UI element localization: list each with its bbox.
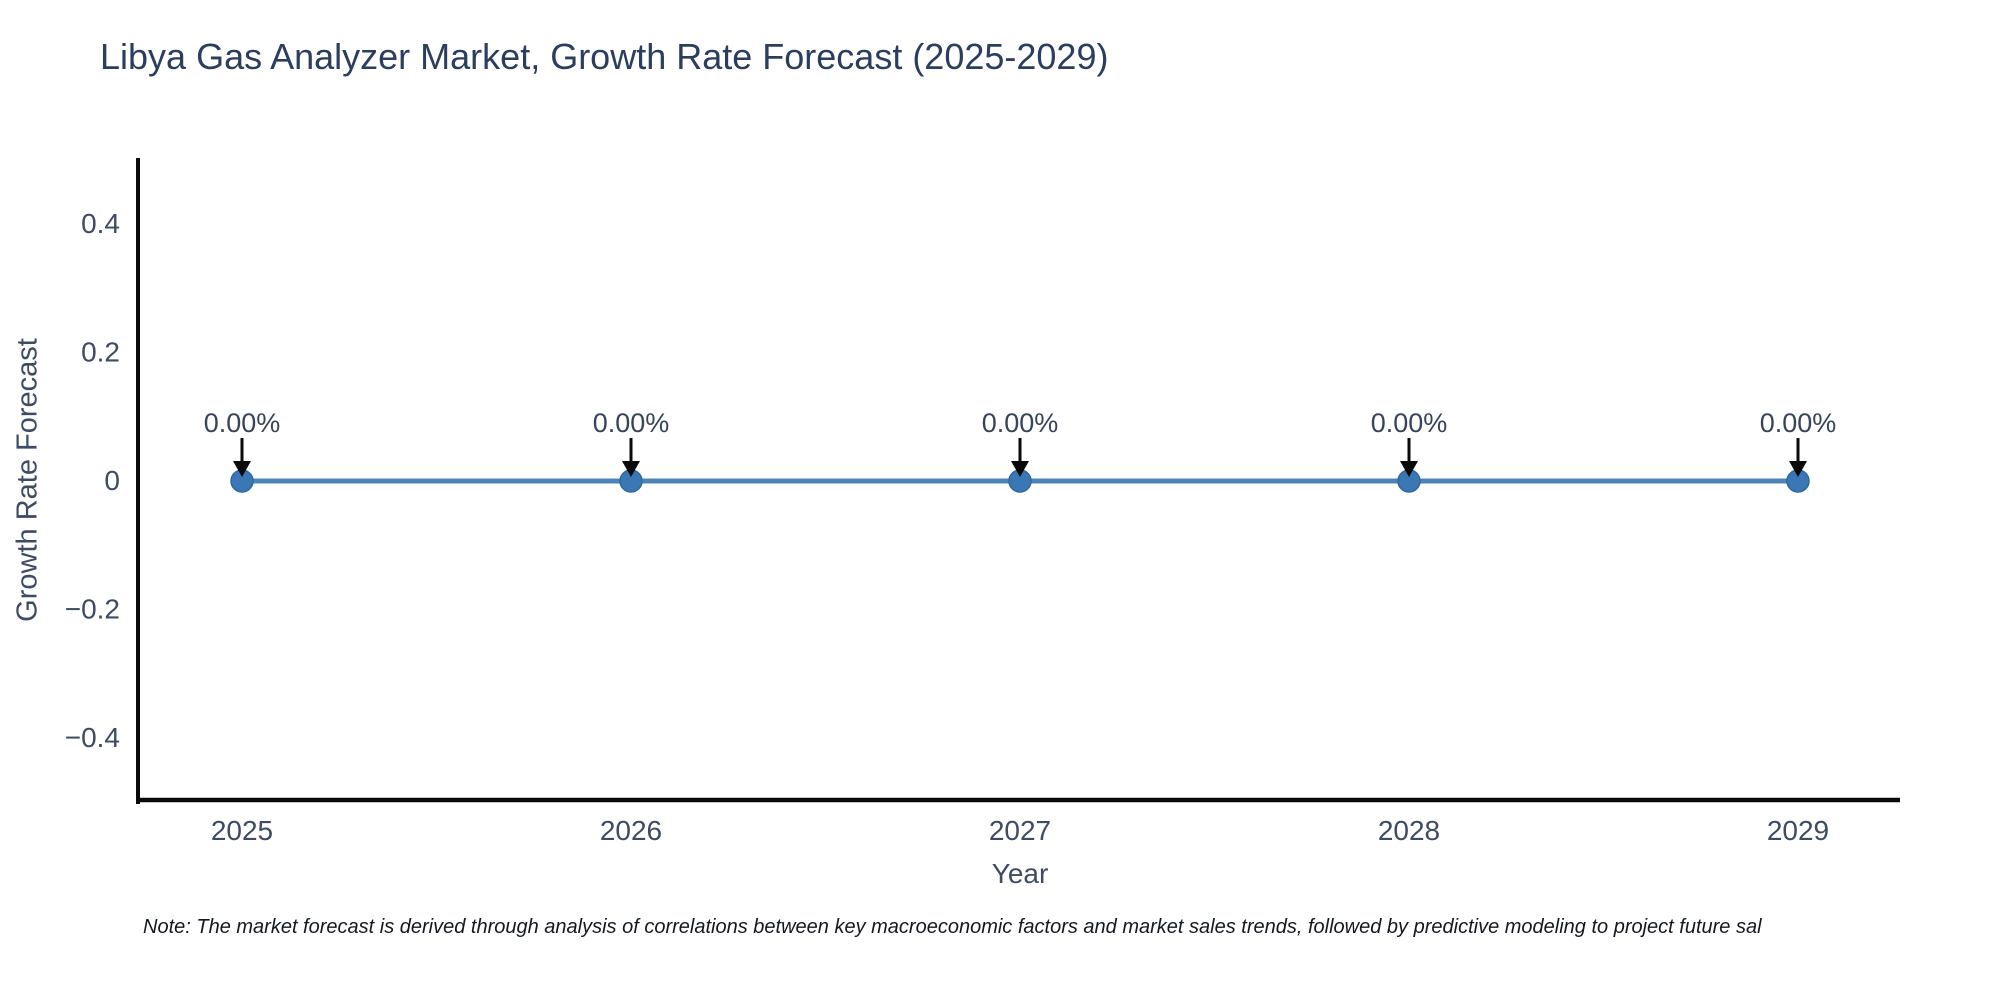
- annotation-arrowhead-icon: [233, 461, 251, 477]
- data-point-annotation: 0.00%: [1760, 408, 1837, 438]
- chart-title: Libya Gas Analyzer Market, Growth Rate F…: [100, 36, 1109, 77]
- footnote-text: Note: The market forecast is derived thr…: [143, 916, 1762, 938]
- x-tick-label: 2026: [600, 815, 662, 846]
- x-tick-label: 2027: [989, 815, 1051, 846]
- annotation-arrowhead-icon: [622, 461, 640, 477]
- data-point-annotation: 0.00%: [1371, 408, 1448, 438]
- data-point-annotation: 0.00%: [982, 408, 1059, 438]
- data-point-annotation: 0.00%: [204, 408, 281, 438]
- data-point-annotation: 0.00%: [593, 408, 670, 438]
- x-axis-title: Year: [991, 858, 1049, 889]
- annotation-arrowhead-icon: [1400, 461, 1418, 477]
- x-tick-label: 2025: [211, 815, 273, 846]
- y-tick-label: 0.4: [81, 208, 120, 239]
- annotation-arrowhead-icon: [1789, 461, 1807, 477]
- annotation-arrowhead-icon: [1011, 461, 1029, 477]
- y-tick-label: 0.2: [81, 337, 120, 368]
- y-tick-label: −0.2: [65, 594, 120, 625]
- y-tick-label: 0: [104, 465, 120, 496]
- x-tick-label: 2029: [1767, 815, 1829, 846]
- y-tick-label: −0.4: [65, 722, 120, 753]
- y-axis-title: Growth Rate Forecast: [11, 338, 44, 622]
- x-tick-label: 2028: [1378, 815, 1440, 846]
